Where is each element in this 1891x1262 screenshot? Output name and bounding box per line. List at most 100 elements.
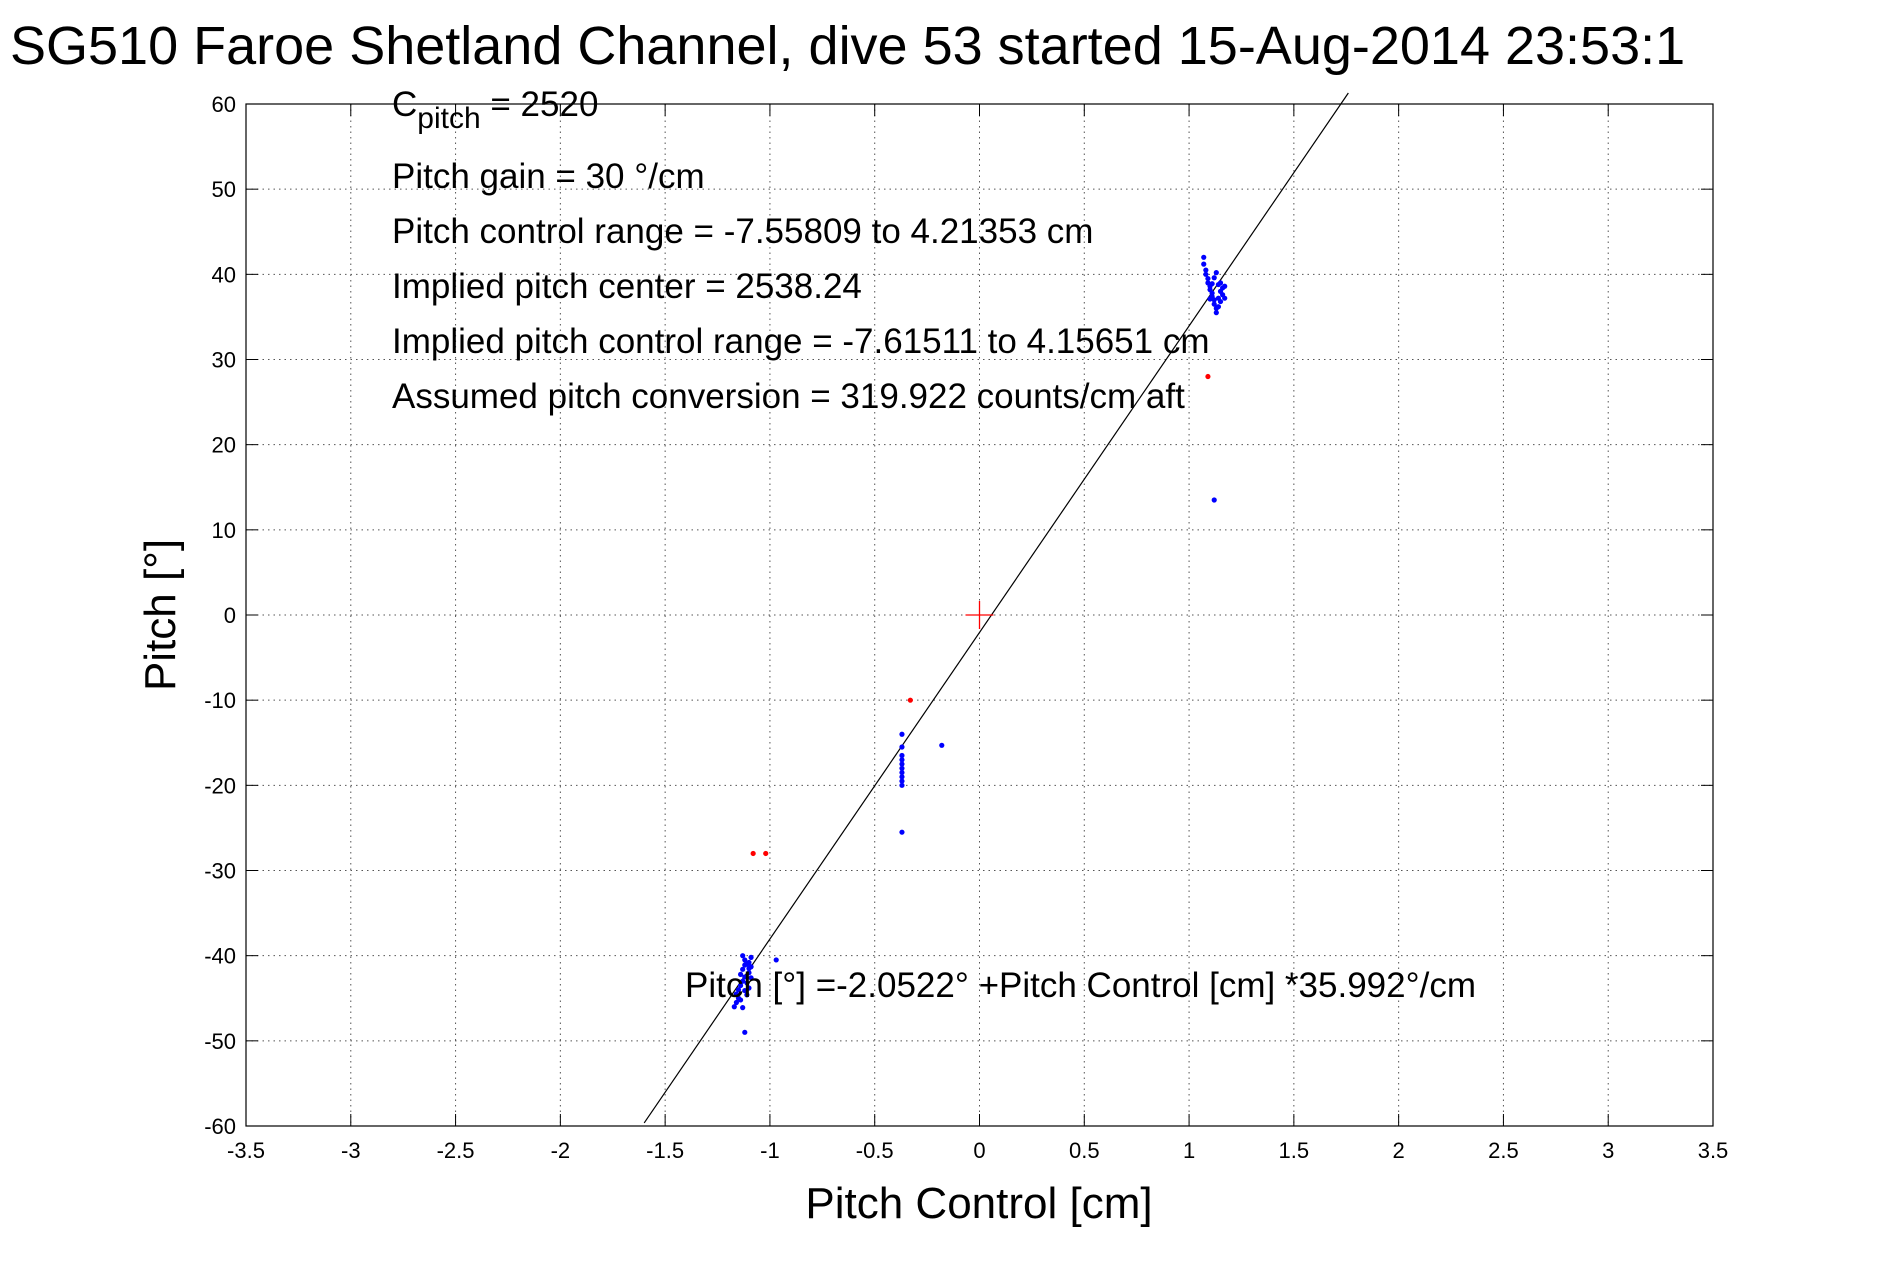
fit-line — [643, 92, 1349, 1124]
data-point — [1217, 298, 1224, 305]
y-tick-label: 40 — [212, 262, 236, 287]
data-point — [1213, 270, 1219, 276]
y-tick-label: 20 — [212, 433, 236, 458]
data-point — [746, 985, 752, 991]
x-tick-label: 0 — [973, 1138, 985, 1163]
x-tick-label: 3.5 — [1698, 1138, 1729, 1163]
x-tick-label: 1.5 — [1279, 1138, 1310, 1163]
parameter-annotations: Cpitch = 2520 Pitch gain = 30 °/cm Pitch… — [392, 85, 1210, 416]
x-tick-label: 3 — [1602, 1138, 1614, 1163]
y-tick-label: -50 — [204, 1029, 236, 1054]
data-point — [1203, 271, 1209, 277]
y-tick-label: 30 — [212, 348, 236, 373]
y-tick-label: -10 — [204, 688, 236, 713]
data-point — [742, 957, 748, 963]
data-point — [899, 778, 905, 784]
data-point — [748, 975, 754, 981]
x-tick-label: 1 — [1183, 1138, 1195, 1163]
data-point — [735, 987, 742, 993]
data-point — [746, 970, 752, 976]
data-point — [740, 953, 746, 959]
data-point — [1215, 281, 1222, 288]
y-tick-label: 60 — [212, 92, 236, 117]
data-point — [750, 850, 756, 857]
data-point — [1207, 296, 1213, 302]
x-axis-label: Pitch Control [cm] — [805, 1179, 1152, 1228]
data-point — [740, 978, 746, 984]
data-point — [1222, 295, 1228, 301]
data-point — [899, 769, 905, 776]
data-point — [737, 971, 744, 978]
data-point — [899, 765, 905, 771]
data-point — [740, 1005, 746, 1011]
data-point — [1211, 275, 1217, 281]
data-point — [899, 782, 905, 788]
data-point — [773, 957, 779, 963]
data-point — [737, 982, 744, 989]
c-pitch-value: = 2520 — [481, 85, 599, 124]
data-point — [748, 954, 754, 960]
data-point — [748, 964, 754, 970]
x-tick-label: -0.5 — [856, 1138, 894, 1163]
y-axis-ticks: -60 -50 -40 -30 -20 -10 0 10 20 30 40 50 60 — [204, 92, 1713, 1139]
x-tick-label: -2.5 — [437, 1138, 475, 1163]
data-point — [733, 991, 739, 997]
annotation-implied-pitch-center: Implied pitch center = 2538.24 — [392, 267, 862, 306]
data-point — [737, 997, 744, 1003]
data-point — [746, 959, 752, 966]
annotation-pitch-conversion: Assumed pitch conversion = 319.922 count… — [392, 377, 1185, 416]
data-point — [1205, 275, 1211, 282]
center-marker — [965, 601, 994, 629]
data-point — [1222, 283, 1228, 289]
data-point — [1211, 301, 1217, 307]
x-tick-label: 2 — [1393, 1138, 1405, 1163]
annotation-c-pitch: Cpitch = 2520 — [392, 85, 598, 135]
data-point — [731, 1004, 737, 1010]
data-point — [1201, 261, 1207, 267]
data-point — [742, 974, 748, 980]
x-axis-ticks: -3.5 -3 -2.5 -2 -1.5 -1 -0.5 0 0.5 1 1.5 2 2.5 3 3.5 — [227, 104, 1728, 1163]
x-tick-label: -3.5 — [227, 1138, 265, 1163]
y-tick-label: -40 — [204, 944, 236, 969]
data-point — [1203, 267, 1209, 273]
data-point — [899, 757, 905, 763]
data-points — [731, 254, 1228, 1035]
data-point — [733, 999, 739, 1006]
y-tick-label: -30 — [204, 859, 236, 884]
x-tick-label: -2 — [551, 1138, 571, 1163]
data-point — [1211, 497, 1217, 503]
data-point — [1205, 373, 1211, 380]
c-pitch-subscript: pitch — [417, 102, 480, 135]
data-point — [907, 697, 913, 703]
x-tick-label: 0.5 — [1069, 1138, 1100, 1163]
data-point — [744, 980, 750, 986]
annotation-implied-pitch-control-range: Implied pitch control range = -7.61511 t… — [392, 322, 1210, 361]
data-point — [939, 742, 945, 748]
annotation-pitch-control-range: Pitch control range = -7.55809 to 4.2135… — [392, 212, 1093, 251]
data-point — [899, 774, 905, 780]
x-tick-label: -3 — [341, 1138, 361, 1163]
y-tick-label: -20 — [204, 773, 236, 798]
x-tick-label: 2.5 — [1488, 1138, 1519, 1163]
data-point — [899, 731, 905, 737]
annotation-pitch-gain: Pitch gain = 30 °/cm — [392, 157, 705, 196]
data-point — [1201, 254, 1207, 260]
data-point — [742, 1029, 748, 1035]
data-point — [899, 744, 905, 750]
data-point — [742, 962, 748, 968]
y-tick-label: 10 — [212, 518, 236, 543]
y-tick-label: -60 — [204, 1114, 236, 1139]
data-point — [899, 761, 905, 767]
y-tick-label: 50 — [212, 177, 236, 202]
fit-equation-label: Pitch [°] =-2.0522° +Pitch Control [cm] … — [685, 966, 1476, 1005]
data-point — [1215, 304, 1222, 310]
data-point — [742, 987, 748, 994]
data-point — [744, 992, 750, 998]
data-point — [1209, 281, 1215, 287]
data-point — [740, 966, 746, 972]
x-tick-label: -1.5 — [646, 1138, 684, 1163]
y-tick-label: 0 — [224, 603, 236, 628]
data-point — [1213, 310, 1219, 316]
data-point — [899, 829, 905, 835]
